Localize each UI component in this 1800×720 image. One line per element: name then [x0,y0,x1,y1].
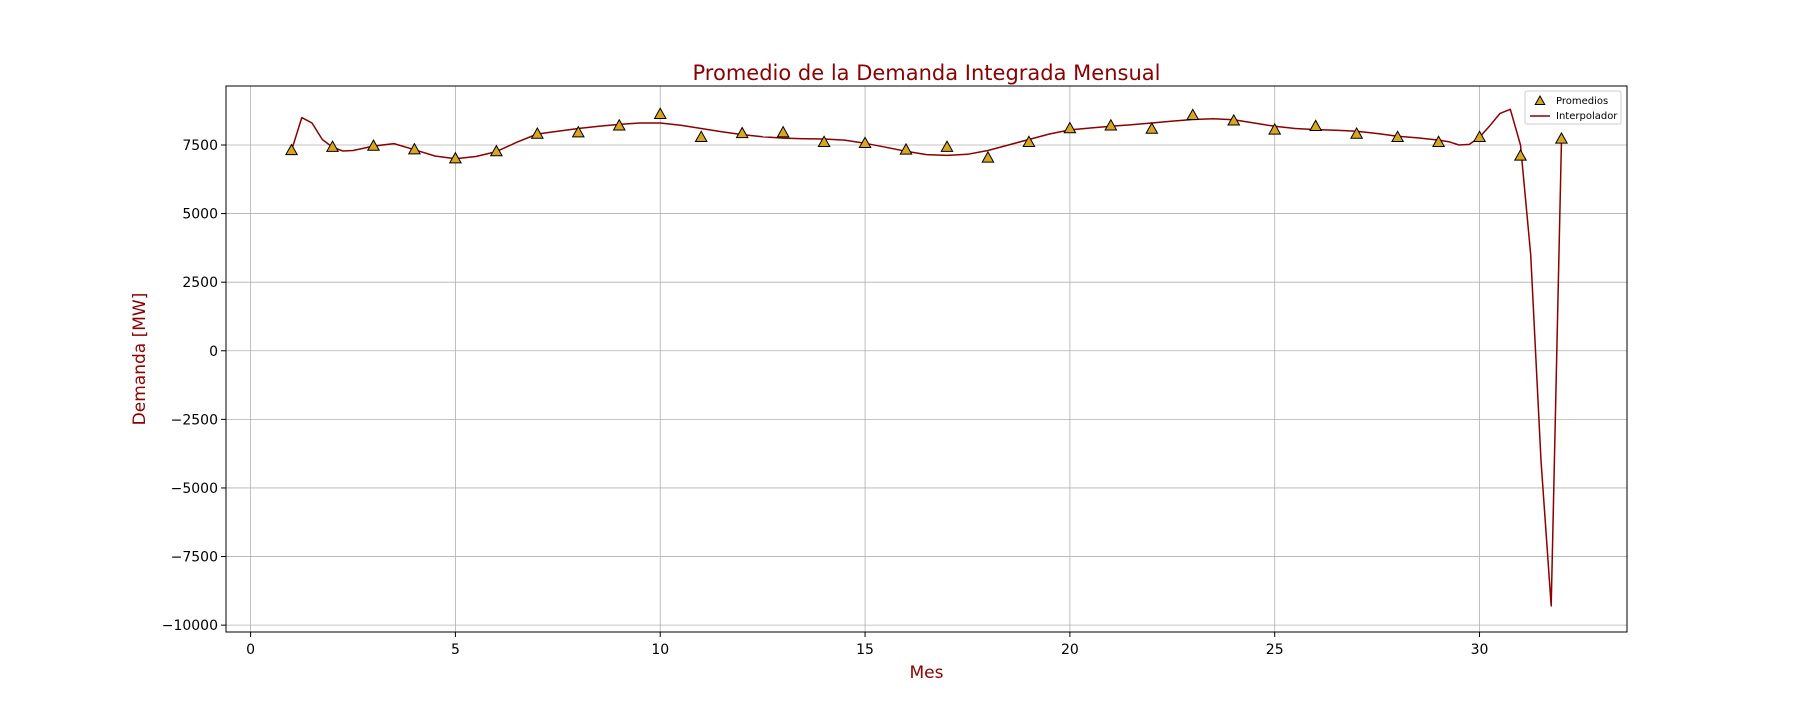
ticks: 0 5 10 15 20 25 30 −10000 −7500 −5000 −2500 0 2500 50… [162,138,1489,658]
x-tick-label: 0 [246,642,255,658]
data-point-promedio [612,118,626,131]
data-point-promedio [530,126,544,139]
data-point-promedio [1022,135,1036,147]
x-tick-label: 25 [1266,642,1284,658]
data-point-promedio [776,125,790,138]
plot-frame [225,85,1628,633]
data-point-promedio [940,140,954,152]
data-point-promedio [817,135,831,147]
y-axis-label: Demanda [MW] [130,293,150,426]
data-point-promedio [1391,130,1405,143]
x-tick-label: 15 [856,642,874,658]
data-point-promedio [1268,122,1282,135]
data-point-promedio [1145,122,1159,134]
data-point-promedio [981,150,995,163]
data-point-promedio [1063,121,1077,134]
legend-label-interpolador: Interpolador [1556,111,1618,122]
y-tick-label: −10000 [162,618,218,634]
data-point-promedio [858,136,872,149]
data-point-promedio [571,125,585,138]
y-tick-label: 5000 [182,207,218,223]
data-point-promedio [735,126,749,139]
legend: Promedios Interpolador [1524,90,1622,125]
data-point-promedio [1432,135,1446,147]
y-tick-label: 2500 [182,275,218,291]
data-point-promedio [694,130,708,143]
y-tick-label: 7500 [182,138,218,154]
data-point-promedio [899,142,913,155]
data-point-promedio [653,107,667,119]
data-point-promedio [489,144,503,157]
data-point-promedio [325,140,340,152]
data-point-promedio [1104,118,1118,131]
legend-label-promedios: Promedios [1556,96,1608,107]
data-point-promedio [1554,131,1569,144]
x-tick-label: 20 [1061,642,1079,658]
y-tick-label: 0 [209,344,218,360]
data-point-promedio [284,143,299,156]
data-point-promedio [1472,130,1487,143]
x-tick-label: 30 [1471,642,1489,658]
data-point-promedio [407,142,421,155]
chart-title: Promedio de la Demanda Integrada Mensual [693,61,1161,85]
data-point-promedio [1309,119,1323,132]
y-tick-label: −7500 [171,550,218,566]
x-tick-label: 10 [651,642,669,658]
data-point-promedio [1227,113,1241,126]
data-point-promedio [366,139,381,151]
x-tick-label: 5 [451,642,460,658]
data-point-promedio [1350,126,1364,139]
x-axis-label: Mes [910,663,944,683]
data-point-promedio [448,151,462,164]
data-point-promedio [1513,148,1528,161]
y-tick-label: −2500 [171,412,218,428]
grid [226,86,1627,632]
data-point-promedio [1186,108,1200,121]
y-tick-label: −5000 [171,481,218,497]
legend-marker-promedios [1534,94,1546,105]
plot-area [284,107,1569,607]
